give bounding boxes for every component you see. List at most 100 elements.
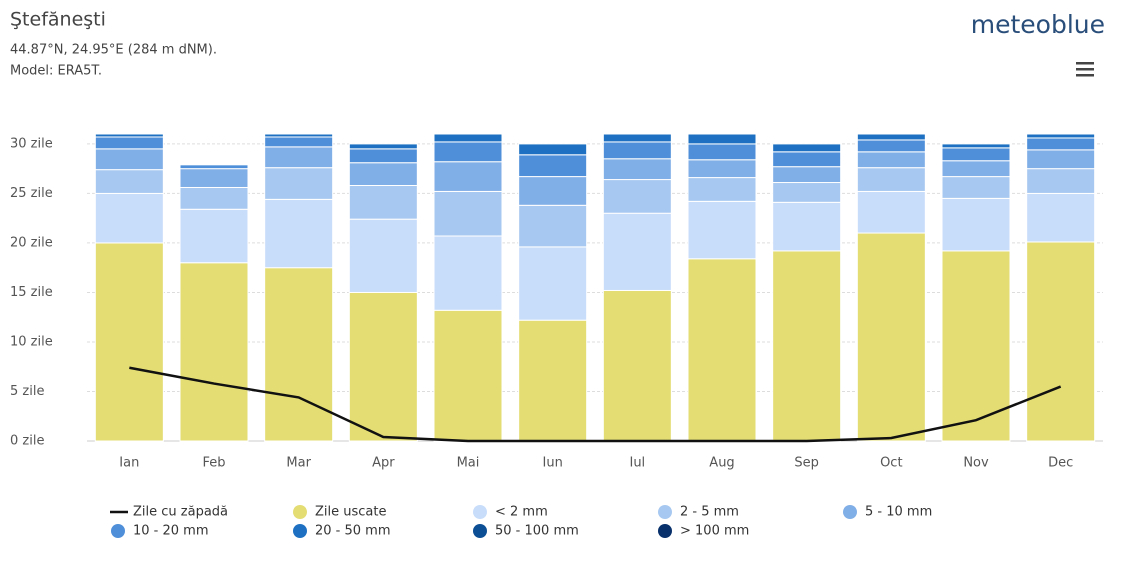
menu-icon[interactable] [1076, 62, 1094, 77]
x-tick-label: Nov [963, 456, 989, 471]
bar-segment [687, 200, 757, 260]
x-tick-label: Mar [286, 456, 311, 471]
x-tick-label: Feb [202, 456, 225, 471]
bar-segment [687, 177, 757, 202]
bar-segment [602, 133, 672, 143]
bar-segment [179, 164, 249, 170]
bar-segment [179, 186, 249, 210]
bar-segment [687, 133, 757, 145]
x-tick-label: Iun [543, 456, 563, 471]
x-tick-label: Apr [372, 456, 395, 471]
legend-swatch [473, 505, 487, 519]
bar-segment [1026, 137, 1096, 151]
subtitle: 44.87°N, 24.95°E (284 m dNM). [10, 43, 217, 58]
bar-segment [772, 143, 842, 153]
bar-segment [94, 148, 164, 171]
y-tick-label: 20 zile [10, 235, 53, 250]
bar-segment [94, 133, 164, 138]
bar-segment [179, 208, 249, 264]
bar-segment [941, 176, 1011, 199]
bar-segment [772, 250, 842, 442]
bar-segment [602, 289, 672, 442]
bar-segment [179, 163, 249, 166]
bar-segment [602, 179, 672, 214]
bar-segment [433, 141, 503, 163]
bar-segment [1026, 192, 1096, 243]
legend-label: 50 - 100 mm [495, 524, 579, 539]
x-tick-label: Ian [119, 456, 139, 471]
bar-segment [264, 136, 334, 148]
x-tick-label: Dec [1048, 456, 1073, 471]
bar-segment [264, 146, 334, 169]
bar-segment [941, 147, 1011, 162]
bar-segment [856, 190, 926, 234]
bar-segment [687, 143, 757, 161]
y-tick-label: 25 zile [10, 186, 53, 201]
bar-segment [602, 158, 672, 181]
bar-segment [348, 184, 418, 220]
y-tick-label: 15 zile [10, 285, 53, 300]
bar-segment [772, 182, 842, 203]
bar-segment [264, 267, 334, 442]
bar-segment [856, 232, 926, 442]
bar-segment [856, 139, 926, 153]
y-tick-label: 10 zile [10, 334, 53, 349]
legend-label: > 100 mm [680, 524, 749, 539]
legend-label: 2 - 5 mm [680, 505, 739, 520]
bar-segment [433, 309, 503, 442]
bar-segment [772, 166, 842, 184]
bar-segment [602, 141, 672, 160]
bar-segment [518, 246, 588, 321]
y-tick-label: 30 zile [10, 136, 53, 151]
legend-swatch [843, 505, 857, 519]
bar-segment [94, 242, 164, 442]
bar-segment [1026, 133, 1096, 139]
bar-segment [94, 192, 164, 244]
bar-segment [264, 133, 334, 138]
bar-segment [518, 154, 588, 178]
legend-swatch [111, 524, 125, 538]
bar-segment [94, 136, 164, 150]
bar-segment [1026, 241, 1096, 442]
bar-segment [518, 176, 588, 206]
legend-label: Zile uscate [315, 505, 386, 520]
line [129, 366, 1062, 443]
bar-segment [433, 235, 503, 311]
bar-segment [264, 167, 334, 200]
bar-segment [348, 148, 418, 164]
bar-segment [518, 319, 588, 442]
bar-segment [856, 167, 926, 192]
bar-segment [179, 262, 249, 442]
x-tick-label: Mai [457, 456, 480, 471]
legend-swatch [293, 524, 307, 538]
bar-segment [518, 143, 588, 156]
x-tick-label: Oct [880, 456, 902, 471]
bar-segment [433, 161, 503, 192]
legend-label: 5 - 10 mm [865, 505, 932, 520]
bar-segment [687, 258, 757, 442]
legend-label: 20 - 50 mm [315, 524, 391, 539]
x-tick-label: Iul [629, 456, 645, 471]
legend-swatch [473, 524, 487, 538]
legend-swatch [658, 505, 672, 519]
legend-swatch [658, 524, 672, 538]
legend-swatch [293, 505, 307, 519]
bar-segment [518, 204, 588, 248]
bar-segment [433, 133, 503, 143]
chart-title: Ştefăneşti [10, 9, 106, 31]
legend-label: Zile cu zăpadă [133, 505, 228, 520]
bar-segment [941, 197, 1011, 252]
bar-segment [772, 151, 842, 168]
bar-segment [941, 160, 1011, 178]
y-tick-label: 0 zile [10, 434, 44, 449]
x-tick-label: Sep [794, 456, 819, 471]
x-tick-label: Aug [709, 456, 734, 471]
bar-segment [264, 198, 334, 269]
legend-label: < 2 mm [495, 505, 548, 520]
bar-segment [687, 159, 757, 179]
bar-segment [602, 212, 672, 291]
bar-segment [348, 162, 418, 186]
legend-label: 10 - 20 mm [133, 524, 209, 539]
y-tick-label: 5 zile [10, 384, 44, 399]
